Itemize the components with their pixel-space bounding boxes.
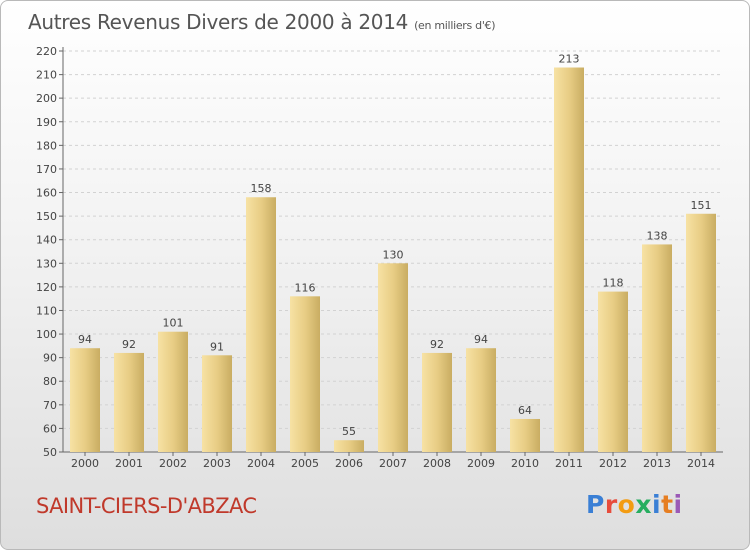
data-label: 55 <box>342 425 356 438</box>
y-tick-label: 170 <box>36 163 57 176</box>
data-label: 130 <box>383 248 404 261</box>
city-name: SAINT-CIERS-D'ABZAC <box>36 494 257 518</box>
y-tick-label: 80 <box>43 375 57 388</box>
x-tick-label: 2009 <box>467 457 495 470</box>
y-tick-label: 50 <box>43 446 57 459</box>
x-tick-label: 2004 <box>247 457 275 470</box>
bar <box>466 348 496 452</box>
data-label: 118 <box>603 277 624 290</box>
bar <box>114 352 144 452</box>
logo-letter: x <box>635 490 652 519</box>
y-tick-label: 140 <box>36 234 57 247</box>
data-label: 94 <box>78 333 92 346</box>
logo-letter: r <box>604 490 618 519</box>
bar <box>510 418 540 452</box>
x-tick-label: 2003 <box>203 457 231 470</box>
logo-letter: o <box>617 490 636 519</box>
chart-title: Autres Revenus Divers de 2000 à 2014 (en … <box>28 10 496 34</box>
x-tick-label: 2012 <box>599 457 627 470</box>
data-label: 91 <box>210 340 224 353</box>
y-tick-label: 150 <box>36 210 57 223</box>
bar <box>158 331 188 452</box>
proxiti-logo[interactable]: Proxiti <box>586 490 683 519</box>
data-label: 64 <box>518 404 532 417</box>
logo-letter: t <box>661 490 674 519</box>
x-axis-ticks: 2000 2001 2002 2003 2004 2005 2006 2007 2008 2009… <box>71 452 715 470</box>
x-tick-label: 2011 <box>555 457 583 470</box>
x-tick-label: 2014 <box>687 457 715 470</box>
bar <box>202 355 232 452</box>
x-tick-label: 2010 <box>511 457 539 470</box>
y-tick-label: 100 <box>36 328 57 341</box>
data-label: 92 <box>122 338 136 351</box>
y-tick-label: 210 <box>36 69 57 82</box>
data-label: 138 <box>647 229 668 242</box>
data-label: 101 <box>163 317 184 330</box>
bar <box>642 244 672 452</box>
data-label: 151 <box>691 199 712 212</box>
bar <box>554 67 584 452</box>
bar <box>70 348 100 452</box>
bars: 94 92 101 91 158 116 55 130 92 94 64 213 118 138 151 <box>70 53 716 452</box>
logo-letter: i <box>652 490 662 519</box>
y-tick-label: 90 <box>43 352 57 365</box>
x-tick-label: 2001 <box>115 457 143 470</box>
x-tick-label: 2000 <box>71 457 99 470</box>
data-label: 116 <box>295 281 316 294</box>
y-tick-label: 220 <box>36 45 57 58</box>
bar <box>686 213 716 452</box>
data-label: 94 <box>474 333 488 346</box>
bar <box>246 197 276 452</box>
chart-subtitle: (en milliers d'€) <box>414 19 496 32</box>
x-tick-label: 2013 <box>643 457 671 470</box>
y-tick-label: 130 <box>36 257 57 270</box>
data-label: 92 <box>430 338 444 351</box>
y-tick-label: 120 <box>36 281 57 294</box>
data-label: 213 <box>559 53 580 66</box>
x-tick-label: 2007 <box>379 457 407 470</box>
y-tick-label: 160 <box>36 187 57 200</box>
y-tick-label: 110 <box>36 304 57 317</box>
bar <box>334 440 364 452</box>
y-axis-ticks: 50 60 70 80 90 100 110 120 130 140 150 160 170 180 190… <box>36 45 63 459</box>
bar <box>598 291 628 452</box>
bar <box>290 296 320 452</box>
chart-title-text: Autres Revenus Divers de 2000 à 2014 <box>28 10 409 34</box>
logo-letter: P <box>586 490 605 519</box>
y-tick-label: 200 <box>36 92 57 105</box>
y-tick-label: 190 <box>36 116 57 129</box>
x-tick-label: 2006 <box>335 457 363 470</box>
logo-letter: i <box>673 490 683 519</box>
y-tick-label: 180 <box>36 139 57 152</box>
x-tick-label: 2002 <box>159 457 187 470</box>
y-tick-label: 60 <box>43 422 57 435</box>
bar <box>378 263 408 452</box>
x-tick-label: 2008 <box>423 457 451 470</box>
x-tick-label: 2005 <box>291 457 319 470</box>
bar <box>422 352 452 452</box>
data-label: 158 <box>251 182 272 195</box>
y-tick-label: 70 <box>43 399 57 412</box>
